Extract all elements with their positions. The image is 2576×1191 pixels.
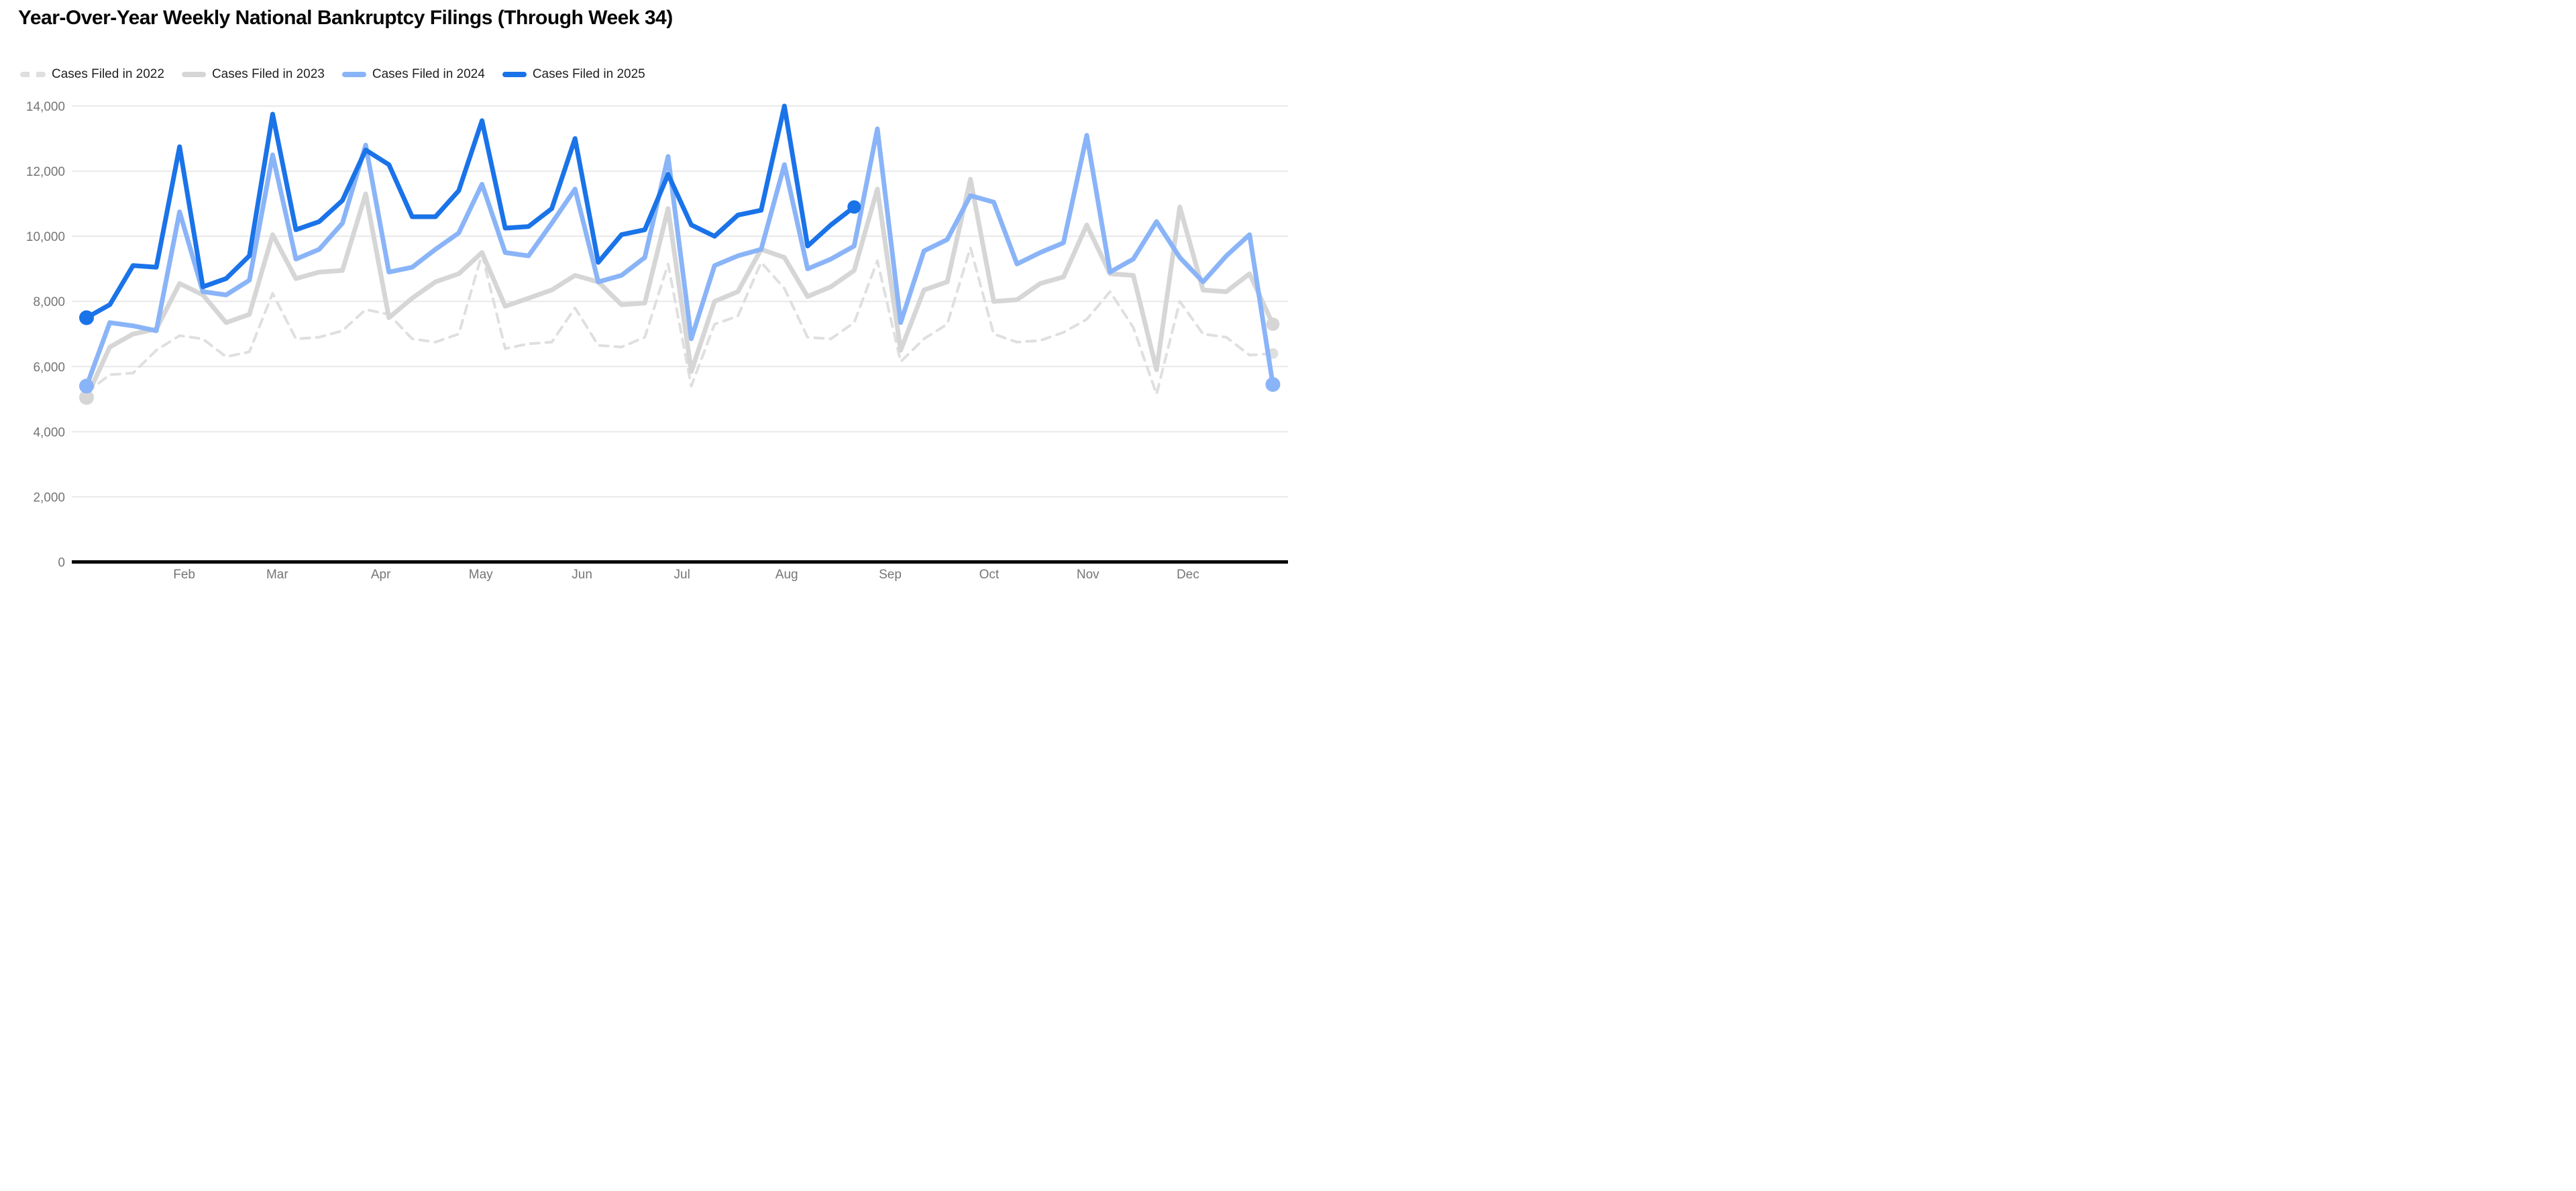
y-axis-tick-label: 10,000 bbox=[26, 230, 65, 244]
series-line-2022 bbox=[85, 246, 1275, 396]
legend-swatch-2022-dashed-line-icon bbox=[20, 72, 46, 77]
x-axis-month-label-mar: Mar bbox=[266, 568, 288, 582]
x-axis-month-label-may: May bbox=[469, 568, 493, 582]
series-line-2025 bbox=[84, 103, 857, 320]
legend-item-2022[interactable]: Cases Filed in 2022 bbox=[20, 67, 164, 82]
x-axis-month-label-oct: Oct bbox=[979, 568, 1000, 582]
x-axis-month-label-sep: Sep bbox=[879, 568, 902, 582]
series-endpoint-dot-2024 bbox=[1265, 376, 1281, 392]
legend-item-2023[interactable]: Cases Filed in 2023 bbox=[181, 67, 325, 82]
series-line-2024 bbox=[84, 126, 1275, 389]
y-axis-tick-label: 0 bbox=[58, 556, 65, 570]
y-axis-tick-label: 12,000 bbox=[26, 165, 65, 179]
legend-item-2024[interactable]: Cases Filed in 2024 bbox=[341, 67, 485, 82]
legend-label: Cases Filed in 2025 bbox=[532, 67, 645, 81]
bankruptcy-weekly-chart: 0 2,000 4,000 6,000 8,000 10,000 12,000 14,000 F… bbox=[0, 0, 1288, 596]
y-axis-tick-label: 6,000 bbox=[33, 360, 65, 374]
series-endpoint-dot-2025 bbox=[79, 310, 94, 325]
series-endpoint-dot-2025 bbox=[847, 200, 861, 214]
legend-label: Cases Filed in 2022 bbox=[52, 67, 164, 81]
x-axis-month-label-nov: Nov bbox=[1077, 568, 1099, 582]
legend-swatch-2023-line-icon bbox=[181, 72, 206, 77]
y-axis-tick-label: 8,000 bbox=[33, 295, 65, 309]
series-line-2023 bbox=[84, 176, 1275, 400]
legend-swatch-2024-line-icon bbox=[341, 72, 366, 77]
y-axis-tick-label: 14,000 bbox=[26, 100, 65, 114]
y-axis-tick-label: 4,000 bbox=[33, 425, 65, 439]
x-axis-month-label-jul: Jul bbox=[674, 568, 690, 582]
x-axis-month-label-jun: Jun bbox=[572, 568, 592, 582]
chart-legend: Cases Filed in 2022 Cases Filed in 2023 … bbox=[20, 67, 645, 82]
series-endpoint-dot-2023 bbox=[1266, 317, 1280, 331]
chart-title: Year-Over-Year Weekly National Bankruptc… bbox=[18, 7, 673, 29]
x-axis-month-label-dec: Dec bbox=[1177, 568, 1199, 582]
series-endpoint-dot-2024 bbox=[79, 378, 94, 394]
legend-item-2025[interactable]: Cases Filed in 2025 bbox=[502, 67, 645, 82]
x-axis-month-label-apr: Apr bbox=[371, 568, 391, 582]
x-axis-month-label-feb: Feb bbox=[173, 568, 195, 582]
x-axis-month-label-aug: Aug bbox=[775, 568, 798, 582]
legend-label: Cases Filed in 2023 bbox=[211, 67, 325, 81]
series-endpoint-dot-2023 bbox=[79, 390, 94, 405]
y-axis-tick-label: 2,000 bbox=[33, 490, 65, 505]
legend-swatch-2025-line-icon bbox=[502, 72, 527, 77]
chart-canvas: 0 2,000 4,000 6,000 8,000 10,000 12,000 14,000 F… bbox=[26, 100, 1288, 582]
legend-label: Cases Filed in 2024 bbox=[372, 67, 485, 81]
